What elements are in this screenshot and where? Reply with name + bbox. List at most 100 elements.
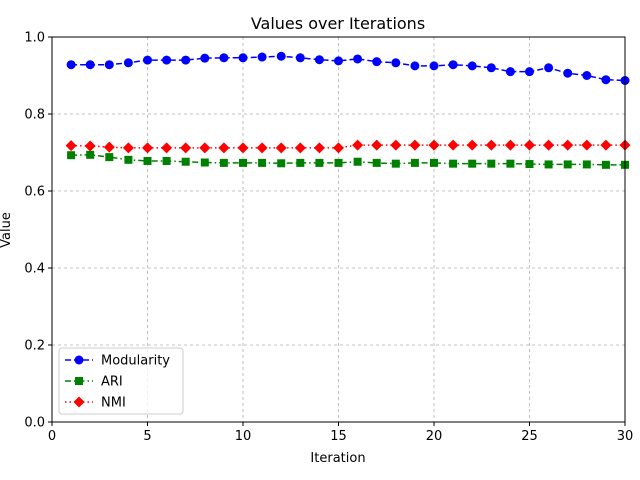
data-point (239, 158, 247, 167)
x-tick-label: 10 (235, 429, 252, 444)
data-point (544, 63, 554, 73)
data-point (296, 158, 305, 167)
data-point (468, 159, 477, 168)
data-point (449, 159, 458, 168)
data-point (124, 155, 133, 164)
x-axis-ticks: 0 5 10 15 20 25 30 (48, 422, 633, 444)
data-point (276, 51, 286, 61)
x-tick-label: 5 (143, 429, 151, 444)
data-point (486, 63, 496, 73)
data-point (334, 56, 343, 66)
series-nmi (65, 139, 631, 154)
data-point (448, 60, 458, 70)
data-point (353, 157, 362, 166)
data-point (219, 158, 228, 167)
data-point (104, 60, 114, 70)
series-line (71, 55, 626, 82)
data-point (352, 139, 364, 151)
data-point (600, 139, 612, 151)
data-point (314, 55, 324, 65)
data-point (219, 53, 229, 63)
data-point (563, 68, 573, 78)
data-point (103, 141, 115, 153)
chart-title: Values over Iterations (251, 14, 425, 33)
data-point (162, 156, 171, 165)
data-point (256, 142, 268, 154)
data-point (428, 139, 440, 151)
data-point (143, 55, 152, 65)
data-point (122, 142, 134, 154)
data-point (581, 139, 593, 151)
data-point (467, 61, 477, 71)
data-point (275, 142, 287, 154)
data-point (294, 142, 306, 154)
data-point (86, 150, 95, 159)
data-point (295, 53, 305, 63)
data-point (353, 54, 363, 64)
data-point (601, 75, 611, 85)
legend-marker (73, 396, 85, 408)
series-line (71, 154, 625, 166)
data-point (487, 159, 496, 168)
data-point (524, 139, 535, 151)
data-point (562, 139, 574, 151)
y-tick-label: 0.0 (24, 416, 45, 431)
data-point (181, 55, 191, 65)
data-point (372, 158, 381, 167)
data-point (525, 160, 534, 169)
data-point (582, 71, 592, 80)
x-tick-label: 30 (617, 429, 634, 444)
series-modularity (66, 51, 630, 86)
data-point (67, 151, 76, 160)
data-point (410, 158, 419, 167)
legend-box (58, 347, 184, 415)
data-point (390, 139, 402, 151)
data-point (334, 158, 343, 167)
data-point (105, 153, 114, 162)
data-point (543, 139, 555, 151)
y-tick-label: 0.8 (24, 108, 45, 123)
data-point (66, 60, 76, 70)
y-axis-ticks: 0.0 0.2 0.4 0.6 0.8 1.0 (24, 31, 52, 431)
data-point (200, 158, 209, 167)
y-tick-label: 0.6 (24, 185, 45, 200)
data-point (582, 160, 591, 169)
data-point (315, 158, 324, 167)
legend-label: NMI (101, 396, 126, 411)
x-axis-label: Iteration (310, 451, 365, 466)
data-point (391, 58, 401, 68)
data-point (277, 159, 286, 168)
data-point (218, 142, 230, 154)
data-point (313, 142, 325, 154)
series-line (71, 144, 625, 149)
y-tick-label: 1.0 (24, 31, 45, 46)
data-point (180, 142, 192, 154)
data-point (181, 157, 190, 166)
data-point (429, 61, 439, 71)
data-point (258, 158, 267, 167)
data-point (84, 140, 96, 152)
data-point (525, 67, 534, 77)
x-tick-label: 0 (48, 429, 56, 444)
data-point (430, 158, 438, 167)
data-point (447, 139, 459, 151)
data-point (199, 142, 211, 154)
x-tick-label: 15 (330, 429, 347, 444)
data-point (371, 139, 383, 151)
data-point (65, 140, 77, 152)
data-point (505, 67, 515, 77)
series-ari (67, 150, 629, 169)
data-point (372, 57, 382, 67)
data-point (410, 61, 420, 71)
y-tick-label: 0.4 (24, 262, 45, 277)
data-point (85, 60, 95, 70)
x-tick-label: 25 (521, 429, 538, 444)
data-point (237, 142, 249, 154)
data-point (485, 139, 497, 151)
data-point (333, 142, 344, 154)
data-point (200, 53, 210, 63)
data-point (162, 55, 172, 65)
legend-marker (75, 377, 83, 385)
legend-marker (74, 355, 84, 365)
